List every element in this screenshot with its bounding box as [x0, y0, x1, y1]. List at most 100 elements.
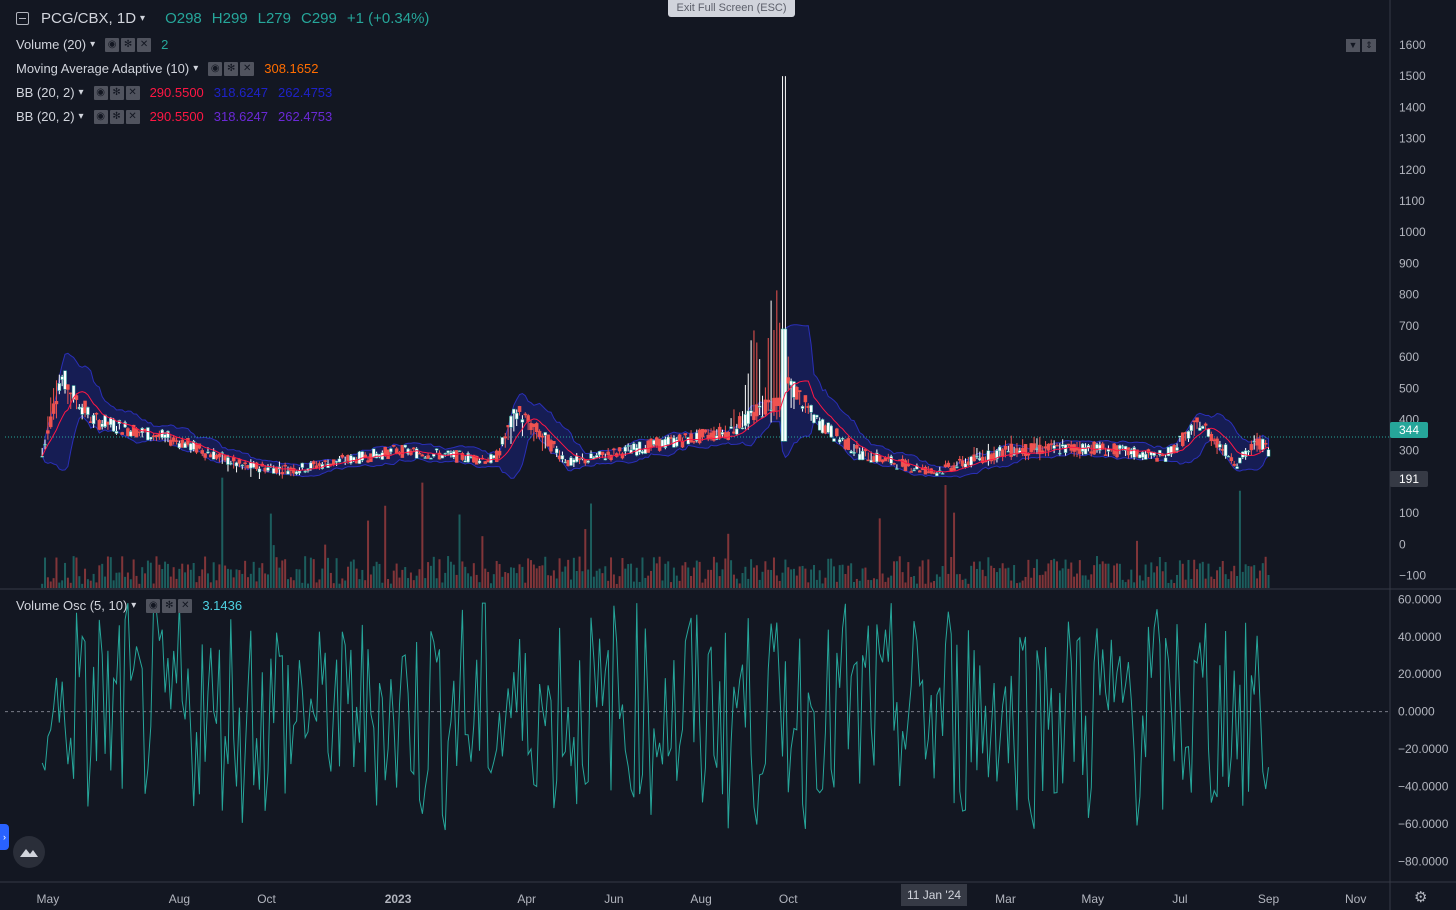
candle-body — [229, 462, 233, 465]
volume-bar — [1161, 571, 1164, 588]
candle-body — [783, 328, 788, 442]
candle-body — [1078, 448, 1082, 454]
close-icon[interactable]: ✕ — [178, 598, 193, 613]
volume-bar — [890, 575, 893, 588]
candle-body — [314, 465, 319, 469]
volume-bar — [995, 572, 998, 588]
chevron-down-icon[interactable]: ▾ — [131, 600, 137, 611]
volume-bar — [429, 565, 432, 588]
symbol-label[interactable]: PCG/CBX, 1D — [41, 10, 137, 27]
candle-body — [129, 431, 133, 437]
candle-body — [1095, 444, 1099, 449]
candle-body — [403, 444, 407, 448]
indicator-legend-bb-1[interactable]: BB (20, 2) ▾ ◉ ✻ ✕ 290.5500 318.6247 262.4… — [16, 85, 332, 100]
volume-bar — [1158, 556, 1161, 588]
gear-icon[interactable]: ✻ — [162, 598, 177, 613]
indicator-legend-volume[interactable]: Volume (20) ▾ ◉ ✻ ✕ 2 — [16, 37, 168, 52]
collapse-pane-icon[interactable]: ▼ — [1346, 39, 1360, 52]
candle-body — [986, 450, 991, 461]
maximize-pane-icon[interactable]: ⇕ — [1362, 39, 1376, 52]
candle-body — [566, 460, 570, 467]
indicator-legend-volume-osc[interactable]: Volume Osc (5, 10) ▾ ◉ ✻ ✕ 3.1436 — [16, 598, 242, 613]
volume-bar — [421, 482, 424, 588]
candle-body — [120, 432, 124, 435]
indicator-legend-bb-2[interactable]: BB (20, 2) ▾ ◉ ✻ ✕ 290.5500 318.6247 262.4… — [16, 109, 332, 124]
gear-icon[interactable]: ✻ — [121, 37, 136, 52]
gear-icon[interactable]: ✻ — [109, 85, 124, 100]
indicator-legend-ma[interactable]: Moving Average Adaptive (10) ▾ ◉ ✻ ✕ 308.1… — [16, 61, 318, 76]
eye-icon[interactable]: ◉ — [93, 109, 108, 124]
gear-icon[interactable]: ✻ — [109, 109, 124, 124]
exit-fullscreen-button[interactable]: Exit Full Screen (ESC) — [668, 0, 795, 17]
close-icon[interactable]: ✕ — [240, 61, 255, 76]
volume-bar — [650, 570, 653, 588]
candle-body — [1029, 443, 1033, 453]
volume-bar — [549, 575, 552, 588]
eye-icon[interactable]: ◉ — [208, 61, 223, 76]
candle-body — [426, 455, 430, 459]
candle-body — [223, 455, 227, 461]
candle-body — [1015, 448, 1019, 454]
candle-body — [266, 467, 270, 471]
volume-bar — [318, 579, 321, 588]
candle-body — [655, 437, 659, 446]
candle-body — [400, 444, 405, 458]
volume-bar — [435, 578, 438, 588]
indicator-value: 262.4753 — [278, 109, 333, 124]
candle-body — [1261, 438, 1265, 451]
candle-body — [958, 458, 962, 461]
candle-body — [1166, 446, 1171, 457]
volume-bar — [904, 582, 907, 588]
candle-body — [460, 453, 465, 460]
volume-bar — [224, 565, 227, 588]
volume-bar — [264, 573, 267, 588]
volume-bar — [1001, 563, 1004, 588]
candle-body — [177, 442, 182, 449]
candle-body — [697, 429, 702, 444]
close-icon[interactable]: ✕ — [125, 109, 140, 124]
candle-body — [1189, 424, 1194, 432]
indicator-value: 290.5500 — [149, 109, 204, 124]
volume-bar — [590, 503, 593, 588]
volume-bar — [1033, 567, 1036, 588]
volume-bar — [750, 559, 753, 588]
candle-body — [94, 412, 99, 415]
volume-bar — [301, 582, 304, 588]
volume-bar — [595, 570, 598, 588]
volume-bar — [355, 568, 358, 588]
candle-body — [1172, 445, 1176, 454]
volume-bar — [930, 582, 933, 588]
settings-gear-icon[interactable]: ⚙ — [1414, 889, 1428, 906]
close-icon[interactable]: ✕ — [125, 85, 140, 100]
candle-body — [311, 461, 316, 465]
close-icon[interactable]: ✕ — [137, 37, 152, 52]
volume-bar — [132, 559, 135, 588]
volume-bar — [684, 562, 687, 588]
candle-body — [574, 455, 579, 463]
chevron-down-icon[interactable]: ▾ — [140, 13, 146, 24]
eye-icon[interactable]: ◉ — [93, 85, 108, 100]
volume-bar — [1261, 563, 1264, 588]
volume-bar — [692, 567, 695, 588]
chevron-down-icon[interactable]: ▾ — [78, 111, 84, 122]
osc-tick-label: −60.0000 — [1398, 817, 1449, 831]
chevron-down-icon[interactable]: ▾ — [90, 39, 96, 50]
gear-icon[interactable]: ✻ — [224, 61, 239, 76]
eye-icon[interactable]: ◉ — [105, 37, 120, 52]
tradingview-logo-icon[interactable] — [13, 836, 45, 868]
volume-bar — [581, 571, 584, 588]
chevron-down-icon[interactable]: ▾ — [78, 87, 84, 98]
chevron-down-icon[interactable]: ▾ — [193, 63, 199, 74]
candle-body — [1266, 449, 1271, 457]
time-tick-label: Mar — [995, 892, 1016, 906]
candle-body — [1058, 452, 1062, 455]
indicator-name: BB (20, 2) — [16, 109, 75, 124]
eye-icon[interactable]: ◉ — [146, 598, 161, 613]
volume-bar — [847, 565, 850, 588]
expand-sidebar-icon[interactable]: › — [0, 824, 9, 850]
candle-body — [829, 425, 833, 438]
price-marker-badge: 191 — [1390, 471, 1428, 487]
collapse-legend-icon[interactable] — [16, 12, 29, 25]
